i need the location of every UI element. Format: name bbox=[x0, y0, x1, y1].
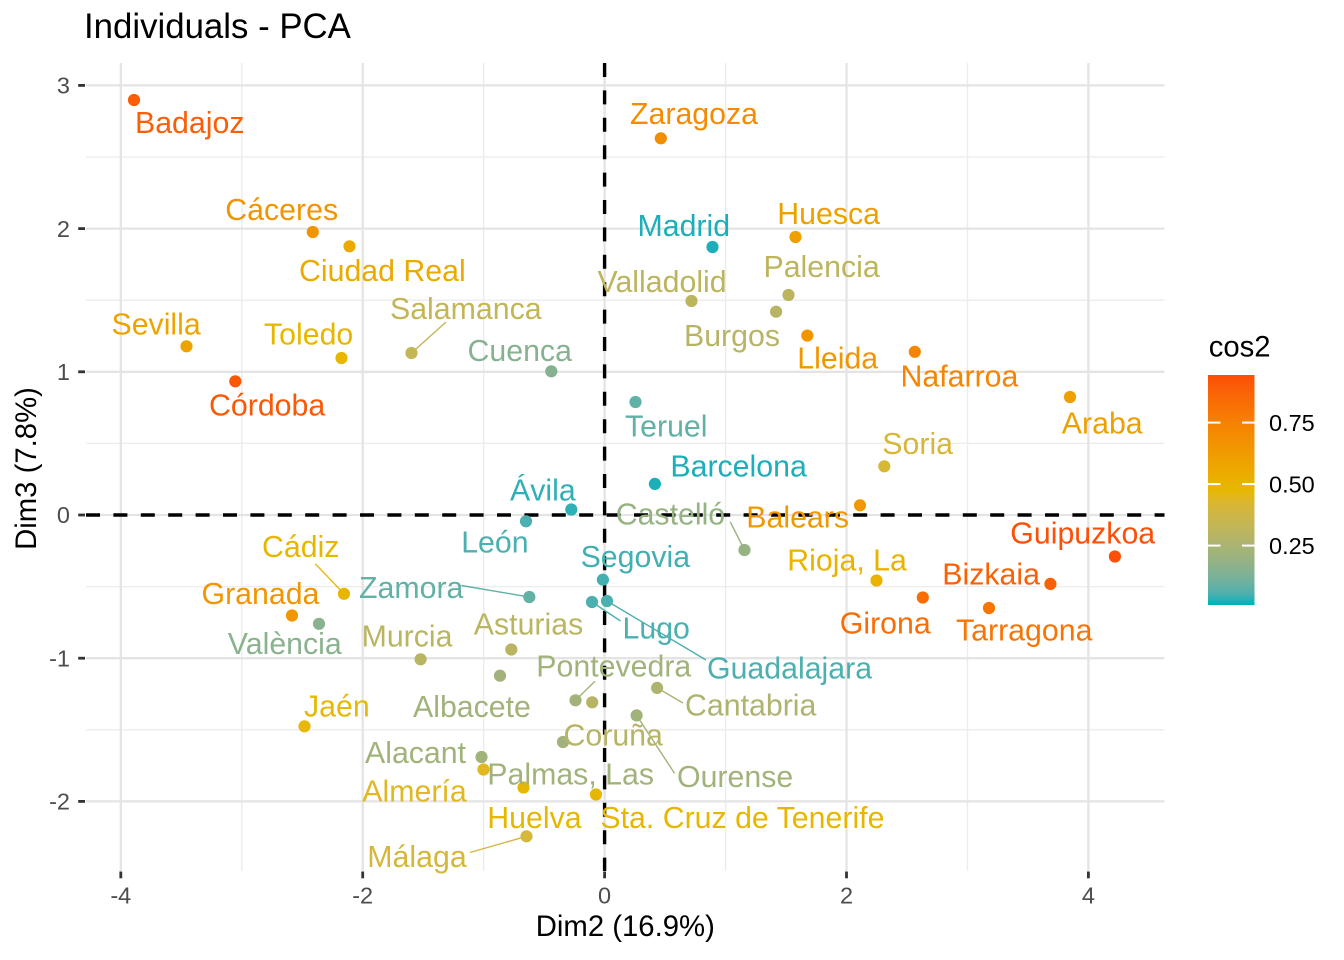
svg-text:Madrid: Madrid bbox=[638, 210, 731, 243]
svg-text:Almería: Almería bbox=[362, 775, 467, 808]
svg-text:Ciudad Real: Ciudad Real bbox=[299, 255, 466, 288]
svg-text:-2: -2 bbox=[352, 883, 373, 909]
svg-text:Valladolid: Valladolid bbox=[598, 266, 727, 299]
svg-text:Bizkaia: Bizkaia bbox=[942, 559, 1040, 592]
svg-text:Huelva: Huelva bbox=[487, 802, 581, 835]
svg-text:Lleida: Lleida bbox=[797, 342, 878, 375]
svg-text:Palencia: Palencia bbox=[764, 251, 880, 284]
svg-text:0.25: 0.25 bbox=[1269, 533, 1315, 559]
svg-text:Asturias: Asturias bbox=[474, 609, 583, 642]
svg-text:Ourense: Ourense bbox=[677, 761, 793, 794]
svg-text:Salamanca: Salamanca bbox=[390, 293, 542, 326]
svg-text:Cuenca: Cuenca bbox=[468, 335, 573, 368]
svg-text:0.50: 0.50 bbox=[1269, 471, 1315, 497]
svg-text:Cáceres: Cáceres bbox=[225, 194, 338, 227]
svg-text:Cádiz: Cádiz bbox=[262, 531, 339, 564]
svg-text:Zamora: Zamora bbox=[359, 572, 464, 605]
svg-text:València: València bbox=[228, 628, 342, 661]
svg-text:Jaén: Jaén bbox=[304, 690, 370, 723]
svg-text:3: 3 bbox=[57, 73, 70, 99]
svg-text:Zaragoza: Zaragoza bbox=[630, 98, 758, 131]
svg-text:Palmas, Las: Palmas, Las bbox=[487, 759, 654, 792]
svg-text:0: 0 bbox=[57, 502, 70, 528]
svg-text:1: 1 bbox=[57, 359, 70, 385]
svg-text:cos2: cos2 bbox=[1209, 331, 1271, 364]
svg-text:Balears: Balears bbox=[746, 502, 849, 535]
svg-text:Pontevedra: Pontevedra bbox=[536, 650, 691, 683]
svg-text:Sta. Cruz de Tenerife: Sta. Cruz de Tenerife bbox=[600, 802, 884, 835]
svg-text:Castelló: Castelló bbox=[616, 498, 725, 531]
svg-text:Coruña: Coruña bbox=[564, 719, 664, 752]
svg-text:Ávila: Ávila bbox=[510, 475, 576, 508]
svg-text:Cantabria: Cantabria bbox=[685, 689, 817, 722]
svg-text:León: León bbox=[461, 527, 528, 560]
svg-text:Tarragona: Tarragona bbox=[956, 614, 1093, 647]
svg-text:Huesca: Huesca bbox=[777, 198, 880, 231]
svg-text:Málaga: Málaga bbox=[367, 841, 467, 874]
svg-text:Granada: Granada bbox=[202, 578, 320, 611]
svg-text:Murcia: Murcia bbox=[362, 620, 453, 653]
svg-text:Teruel: Teruel bbox=[625, 410, 708, 443]
svg-text:Guipuzkoa: Guipuzkoa bbox=[1010, 518, 1155, 551]
svg-text:Córdoba: Córdoba bbox=[209, 389, 325, 422]
svg-text:Lugo: Lugo bbox=[623, 612, 690, 645]
svg-text:Araba: Araba bbox=[1062, 407, 1143, 440]
svg-text:2: 2 bbox=[840, 883, 853, 909]
svg-text:Dim3 (7.8%): Dim3 (7.8%) bbox=[10, 387, 43, 550]
svg-text:Soria: Soria bbox=[882, 428, 953, 461]
svg-text:Guadalajara: Guadalajara bbox=[707, 652, 872, 685]
svg-text:4: 4 bbox=[1082, 883, 1095, 909]
svg-text:Sevilla: Sevilla bbox=[112, 309, 201, 342]
svg-text:Segovia: Segovia bbox=[581, 541, 691, 574]
svg-text:Toledo: Toledo bbox=[264, 319, 353, 352]
svg-text:Alacant: Alacant bbox=[365, 737, 467, 770]
svg-text:2: 2 bbox=[57, 216, 70, 242]
svg-text:-1: -1 bbox=[49, 645, 70, 671]
svg-text:Girona: Girona bbox=[840, 607, 931, 640]
svg-text:Nafarroa: Nafarroa bbox=[901, 360, 1019, 393]
svg-text:Individuals - PCA: Individuals - PCA bbox=[84, 7, 352, 46]
svg-text:Dim2 (16.9%): Dim2 (16.9%) bbox=[536, 910, 715, 943]
svg-text:Albacete: Albacete bbox=[413, 691, 531, 724]
svg-text:Badajoz: Badajoz bbox=[135, 107, 245, 140]
svg-text:Burgos: Burgos bbox=[684, 320, 780, 353]
svg-text:0: 0 bbox=[598, 883, 611, 909]
svg-text:-4: -4 bbox=[110, 883, 131, 909]
svg-text:Barcelona: Barcelona bbox=[670, 450, 807, 483]
svg-text:-2: -2 bbox=[49, 789, 70, 815]
svg-text:Rioja, La: Rioja, La bbox=[787, 544, 907, 577]
svg-text:0.75: 0.75 bbox=[1269, 410, 1315, 436]
